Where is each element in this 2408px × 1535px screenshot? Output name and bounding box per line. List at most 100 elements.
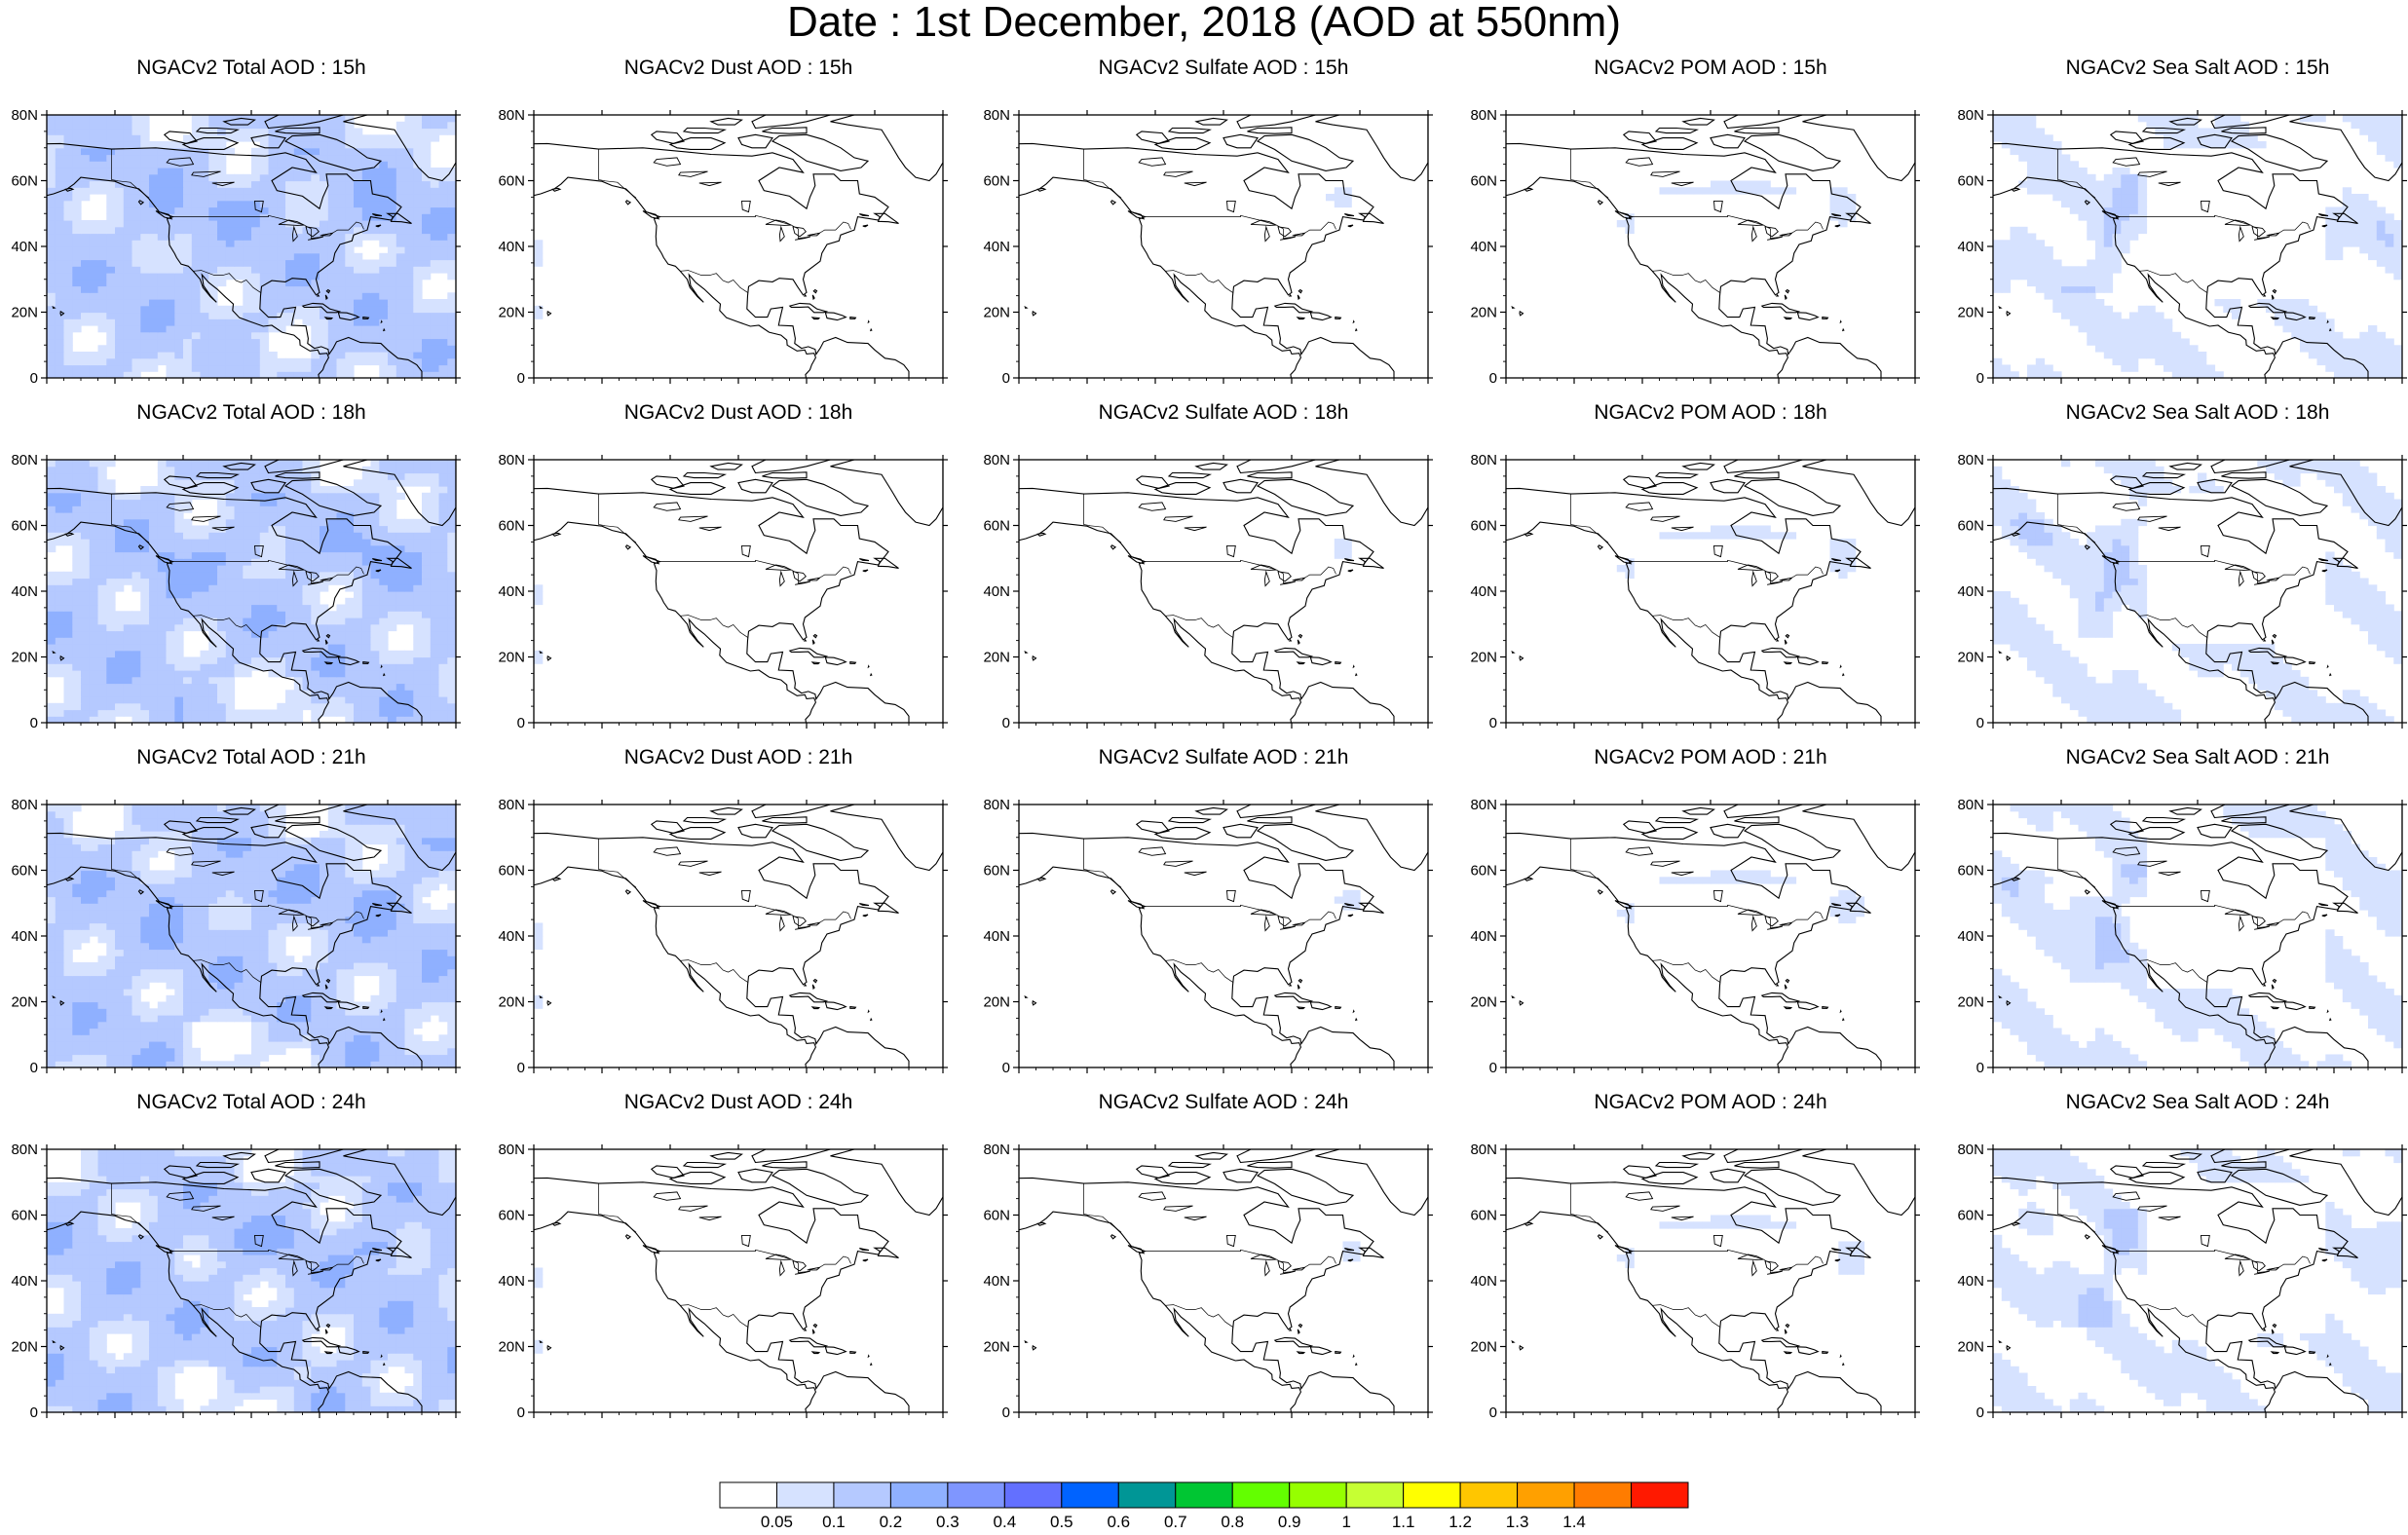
lon-tick-label: 100W — [1204, 1080, 1243, 1081]
coastlines — [992, 1149, 1428, 1415]
lat-tick-label: 20N — [1470, 650, 1497, 666]
aod-field — [47, 805, 457, 1068]
aod-field — [47, 115, 457, 379]
colorbar-swatch — [776, 1482, 833, 1508]
map-plot: 160W140W120W100W80W60W40W020N40N60N80N — [1956, 769, 2408, 1081]
lon-tick-label: 40W — [1900, 1080, 1927, 1081]
lat-tick-label: 60N — [983, 1208, 1010, 1224]
lat-tick-label: 0 — [1976, 715, 1984, 731]
lon-tick-label: 80W — [2251, 1425, 2282, 1426]
lat-tick-label: 20N — [1957, 650, 1984, 666]
lon-tick-label: 100W — [1691, 1080, 1730, 1081]
lat-tick-label: 60N — [498, 863, 525, 880]
map-panel-sulfate-21h: NGACv2 Sulfate AOD : 21h160W140W120W100W… — [982, 744, 1449, 1079]
map-panel-seasalt-15h: NGACv2 Sea Salt AOD : 15h160W140W120W100… — [1956, 55, 2408, 390]
lon-tick-label: 140W — [2042, 1080, 2081, 1081]
lon-tick-label: 140W — [583, 1425, 621, 1426]
lon-tick-label: 100W — [719, 1080, 758, 1081]
colorbar-swatch — [1574, 1482, 1631, 1508]
lon-tick-label: 60W — [1832, 1080, 1863, 1081]
lon-tick-label: 40W — [441, 391, 468, 392]
lon-tick-label: 100W — [719, 735, 758, 736]
map-plot: 160W140W120W100W80W60W40W020N40N60N80N — [1469, 425, 1927, 736]
colorbar-label: 0.4 — [994, 1513, 1017, 1530]
lat-tick-label: 0 — [1976, 1404, 1984, 1421]
aod-field — [1993, 805, 2403, 1068]
lon-tick-label: 80W — [1277, 1425, 1308, 1426]
colorbar-swatch — [1346, 1482, 1403, 1508]
map-panel-dust-15h: NGACv2 Dust AOD : 15h160W140W120W100W80W… — [497, 55, 964, 390]
lat-tick-label: 40N — [498, 1273, 525, 1290]
lon-tick-label: 80W — [1277, 1080, 1308, 1081]
lon-tick-label: 80W — [1764, 735, 1795, 736]
map-panel-total-18h: NGACv2 Total AOD : 18h160W140W120W100W80… — [10, 399, 477, 734]
lat-tick-label: 80N — [1957, 1142, 1984, 1158]
lon-tick-label: 120W — [1623, 391, 1662, 392]
lon-tick-label: 60W — [860, 1425, 891, 1426]
lat-tick-label: 60N — [1470, 1208, 1497, 1224]
colorbar-label: 1.4 — [1562, 1513, 1586, 1530]
lat-tick-label: 20N — [983, 650, 1010, 666]
aod-field — [47, 460, 457, 724]
lon-tick-label: 60W — [1345, 1425, 1376, 1426]
aod-field — [1993, 460, 2403, 724]
map-plot: 160W140W120W100W80W60W40W020N40N60N80N — [1469, 769, 1927, 1081]
lat-tick-label: 20N — [11, 305, 38, 321]
coastlines — [507, 460, 943, 726]
lon-tick-label: 140W — [2042, 391, 2081, 392]
lat-tick-label: 20N — [983, 994, 1010, 1011]
lon-tick-label: 80W — [305, 1425, 336, 1426]
aod-field — [1993, 1149, 2403, 1413]
lon-tick-label: 60W — [860, 1080, 891, 1081]
lat-tick-label: 60N — [498, 1208, 525, 1224]
lon-tick-label: 120W — [1623, 1080, 1662, 1081]
aod-field — [1335, 539, 1352, 559]
lat-tick-label: 20N — [983, 305, 1010, 321]
aod-field — [1993, 115, 2403, 379]
lat-tick-label: 40N — [11, 239, 38, 255]
colorbar-swatch — [834, 1482, 890, 1508]
colorbar-swatch — [1632, 1482, 1688, 1508]
lat-tick-label: 60N — [1470, 173, 1497, 190]
colorbar-swatch — [948, 1482, 1004, 1508]
lat-tick-label: 20N — [1957, 305, 1984, 321]
lat-tick-label: 80N — [1470, 107, 1497, 124]
colorbar-label: 0.2 — [880, 1513, 903, 1530]
lat-tick-label: 60N — [983, 863, 1010, 880]
lat-tick-label: 20N — [498, 650, 525, 666]
map-panel-sulfate-24h: NGACv2 Sulfate AOD : 24h160W140W120W100W… — [982, 1089, 1449, 1424]
lon-tick-label: 40W — [441, 735, 468, 736]
map-plot: 160W140W120W100W80W60W40W020N40N60N80N — [10, 425, 468, 736]
lon-tick-label: 60W — [1832, 391, 1863, 392]
plot-frame — [534, 460, 943, 723]
map-panel-dust-24h: NGACv2 Dust AOD : 24h160W140W120W100W80W… — [497, 1089, 964, 1424]
lon-tick-label: 80W — [1277, 735, 1308, 736]
lat-tick-label: 20N — [1957, 994, 1984, 1011]
lat-tick-label: 40N — [983, 928, 1010, 945]
lat-tick-label: 60N — [983, 518, 1010, 535]
lon-tick-label: 140W — [1068, 1080, 1107, 1081]
lon-tick-label: 120W — [164, 1080, 203, 1081]
lat-tick-label: 40N — [11, 928, 38, 945]
lat-tick-label: 40N — [1957, 1273, 1984, 1290]
aod-field — [534, 923, 543, 1009]
lat-tick-label: 20N — [11, 650, 38, 666]
lon-tick-label: 60W — [1345, 735, 1376, 736]
colorbar-swatch — [1290, 1482, 1346, 1508]
lat-tick-label: 0 — [1976, 370, 1984, 387]
lon-tick-label: 40W — [1900, 391, 1927, 392]
coastlines — [1479, 1149, 1915, 1415]
lat-tick-label: 40N — [1957, 928, 1984, 945]
lon-tick-label: 160W — [1486, 391, 1525, 392]
lat-tick-label: 0 — [30, 1404, 38, 1421]
lat-tick-label: 20N — [498, 1339, 525, 1356]
lat-tick-label: 0 — [30, 1060, 38, 1076]
lat-tick-label: 60N — [11, 173, 38, 190]
lon-tick-label: 100W — [2178, 391, 2217, 392]
colorbar-label: 0.1 — [822, 1513, 846, 1530]
aod-field — [1617, 1216, 1864, 1275]
lon-tick-label: 100W — [1204, 735, 1243, 736]
lon-tick-label: 40W — [441, 1080, 468, 1081]
lon-tick-label: 80W — [2251, 735, 2282, 736]
lon-tick-label: 60W — [1345, 1080, 1376, 1081]
